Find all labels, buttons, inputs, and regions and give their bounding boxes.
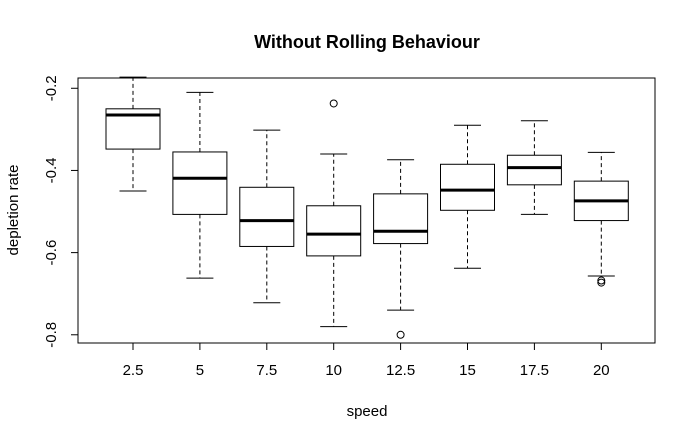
plot-area: 2.5 5 7.5 10 12.5 15 17.5 20 -0.2 -0.4 -0.6 -0.8 [43, 75, 656, 379]
x-axis-label: speed [347, 403, 388, 420]
plot-frame [77, 77, 656, 344]
y-tick-label: -0.4 [43, 158, 60, 184]
x-tick-label: 7.5 [256, 362, 277, 379]
y-tick-label: -0.8 [43, 322, 60, 348]
x-tick-label: 12.5 [386, 362, 415, 379]
x-tick-label: 5 [196, 362, 204, 379]
box [440, 163, 495, 211]
x-tick-label: 17.5 [520, 362, 549, 379]
outlier-point [597, 278, 606, 287]
chart-title: Without Rolling Behaviour [254, 32, 480, 52]
x-tick-label: 15 [459, 362, 476, 379]
box [239, 186, 295, 247]
y-axis-label: depletion rate [5, 165, 22, 256]
x-tick-label: 2.5 [123, 362, 144, 379]
x-tick-label: 10 [325, 362, 342, 379]
outlier-point [396, 330, 405, 339]
x-tick-label: 20 [593, 362, 610, 379]
outlier-point [329, 99, 338, 108]
y-tick-label: -0.2 [43, 75, 60, 101]
box [172, 151, 228, 215]
outlier-point [597, 276, 606, 285]
box [306, 205, 362, 257]
box [506, 154, 562, 186]
y-tick-label: -0.6 [43, 240, 60, 266]
box [373, 193, 429, 245]
